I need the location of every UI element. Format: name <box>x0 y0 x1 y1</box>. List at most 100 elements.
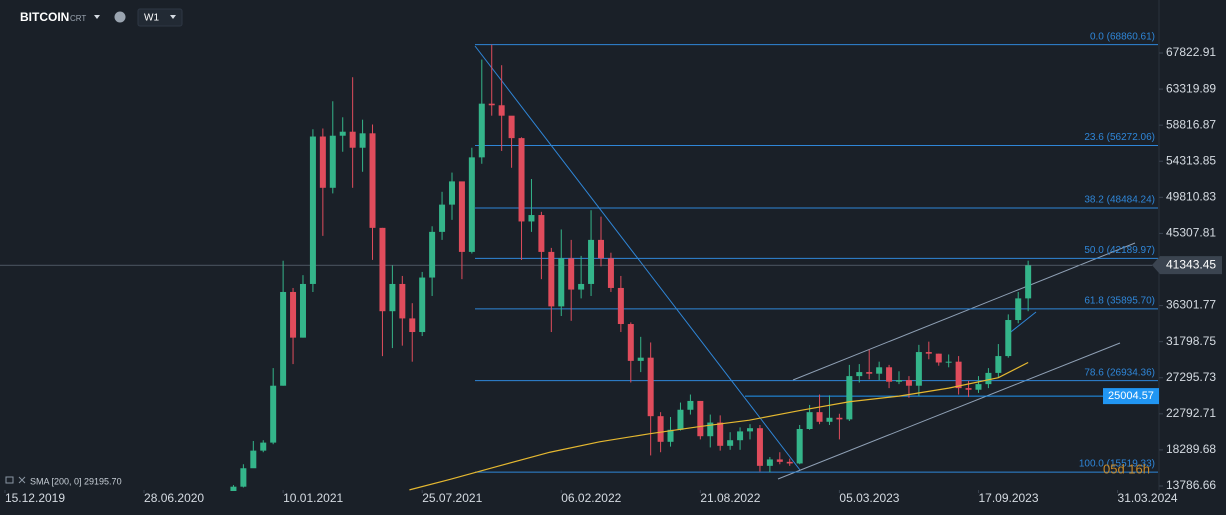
candle-body <box>607 258 614 288</box>
y-tick-label: 58816.87 <box>1166 117 1216 131</box>
candle-body <box>578 283 585 290</box>
x-tick-label: 25.07.2021 <box>422 491 482 505</box>
candle-body <box>528 215 535 222</box>
candle-body <box>796 428 803 464</box>
candle-body <box>478 103 485 158</box>
candle-body <box>727 440 734 446</box>
candle-body <box>359 133 366 148</box>
candle-body <box>260 442 267 451</box>
candle-body <box>667 429 674 442</box>
candle-body <box>806 412 813 429</box>
candle-body <box>766 459 773 466</box>
x-tick-label: 06.02.2022 <box>561 491 621 505</box>
candle-body <box>836 417 843 420</box>
candle-body <box>995 356 1002 373</box>
y-tick-label: 18289.68 <box>1166 442 1216 456</box>
candle-body <box>1015 298 1022 321</box>
close-icon[interactable] <box>18 476 26 484</box>
candle-body <box>319 136 326 188</box>
dropdown-icon[interactable] <box>170 15 176 19</box>
price-tag-label: 25004.57 <box>1108 390 1154 402</box>
candle-body <box>776 459 783 462</box>
candle-body <box>419 277 426 333</box>
candle-body <box>1025 265 1032 299</box>
candle-body <box>399 283 406 319</box>
x-tick-label: 10.01.2021 <box>283 491 343 505</box>
candle-body <box>876 367 883 374</box>
y-tick-label: 31798.75 <box>1166 334 1216 348</box>
candle-body <box>925 352 932 354</box>
candle-body <box>280 291 287 386</box>
candle-body <box>955 361 962 389</box>
trend-line <box>1006 311 1037 336</box>
candle-body <box>458 181 465 252</box>
candle-body <box>627 324 634 361</box>
hide-icon[interactable] <box>5 476 14 484</box>
interval-select[interactable] <box>137 8 183 27</box>
candle-body <box>498 105 505 116</box>
candle-body <box>329 135 336 188</box>
candle-body <box>558 258 565 307</box>
candle-body <box>756 428 763 466</box>
candle-body <box>290 291 297 338</box>
candle-body <box>965 388 972 390</box>
y-tick-label: 49810.83 <box>1166 190 1216 204</box>
info-icon[interactable] <box>114 11 126 23</box>
candle-body <box>270 385 277 443</box>
price-tag <box>1103 388 1159 405</box>
candle-body <box>448 181 455 205</box>
x-tick-label: 28.06.2020 <box>144 491 204 505</box>
symbol: BITCOIN <box>20 10 69 24</box>
candle-body <box>548 251 555 307</box>
candle-body <box>707 422 714 437</box>
candle-body <box>896 380 903 382</box>
y-tick-label: 13786.66 <box>1166 478 1216 492</box>
x-tick-label: 05.03.2023 <box>839 491 899 505</box>
candle-body <box>975 384 982 390</box>
candle-body <box>518 138 525 222</box>
candle-body <box>568 258 575 290</box>
fib-label: 0.0 (68860.61) <box>1090 31 1155 42</box>
dropdown-icon[interactable] <box>94 15 100 19</box>
last-price-label: 41343.45 <box>1166 257 1216 271</box>
candle-body <box>409 318 416 333</box>
candle-body <box>737 431 744 441</box>
channel-line <box>777 342 1121 480</box>
y-tick-label: 63319.89 <box>1166 81 1216 95</box>
fib-label: 50.0 (42189.97) <box>1084 245 1155 256</box>
candle-body <box>915 352 922 386</box>
candle-body <box>935 353 942 363</box>
y-tick-label: 27295.73 <box>1166 370 1216 384</box>
fib-label: 78.6 (26934.36) <box>1084 367 1155 378</box>
candle-body <box>647 357 654 417</box>
candle-body <box>677 409 684 430</box>
last-price-tag <box>1152 256 1222 275</box>
candle-body <box>657 416 664 442</box>
candle-body <box>250 450 257 469</box>
x-tick-label: 21.08.2022 <box>700 491 760 505</box>
candle-body <box>339 131 346 136</box>
candle-body <box>369 133 376 228</box>
x-tick-label: 15.12.2019 <box>5 491 65 505</box>
indicator-legend: SMA [200, 0] 29195.70 <box>5 476 122 486</box>
fib-label: 23.6 (56272.06) <box>1084 132 1155 143</box>
fib-label: 100.0 (15519.33) <box>1079 459 1155 470</box>
candle-body <box>240 468 247 487</box>
candle-body <box>379 227 386 312</box>
candle-body <box>1005 320 1012 357</box>
y-tick-label: 45307.81 <box>1166 226 1216 240</box>
plot-area: 0.0 (68860.61) 23.6 (56272.06) 38.2 (48484… <box>0 31 1158 491</box>
candle-body <box>856 372 863 377</box>
candle-body <box>637 357 644 361</box>
candle-body <box>826 417 833 422</box>
y-tick-label: 54313.85 <box>1166 153 1216 167</box>
y-tick-label: 22792.71 <box>1166 406 1216 420</box>
x-tick-label: 31.03.2024 <box>1118 491 1178 505</box>
interval: W1 <box>144 13 159 24</box>
candle-body <box>697 400 704 437</box>
channel-line <box>792 242 1136 381</box>
candle-body <box>538 215 545 252</box>
candle-body <box>905 380 912 386</box>
